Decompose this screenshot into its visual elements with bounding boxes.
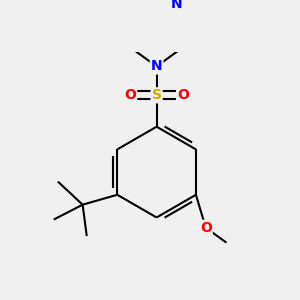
Text: O: O (177, 88, 189, 102)
Text: S: S (152, 88, 162, 102)
Text: O: O (124, 88, 136, 102)
Text: N: N (151, 59, 162, 74)
Text: N: N (171, 0, 183, 11)
Text: O: O (200, 221, 212, 235)
